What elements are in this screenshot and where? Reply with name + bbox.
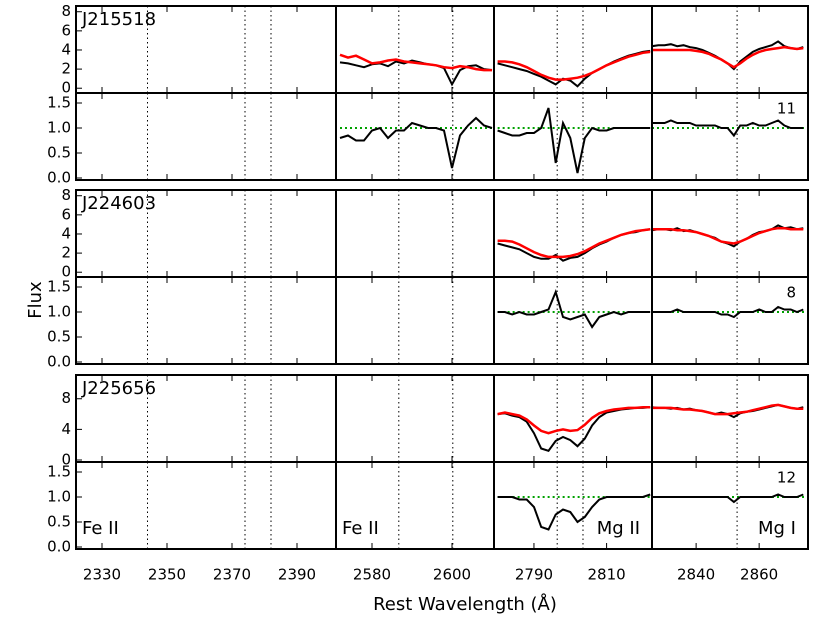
count-label: 8 [786, 284, 796, 302]
y-tick-label: 8 [61, 2, 71, 20]
panel-frame [493, 276, 653, 365]
count-label: 12 [777, 469, 796, 487]
object-name: J215518 [81, 9, 156, 30]
object-name: J224603 [81, 193, 156, 214]
x-tick-label: 2580 [353, 566, 391, 584]
flux-line [497, 406, 651, 452]
model-line [652, 226, 804, 245]
panel [371, 190, 454, 277]
model-line [339, 53, 492, 72]
y-tick-label: 4 [61, 420, 71, 438]
panel-frame [335, 92, 495, 181]
model-line [652, 403, 804, 416]
y-tick-label: 2 [61, 60, 71, 78]
transition-label: Mg II [597, 518, 640, 539]
norm-line [497, 288, 651, 329]
y-tick-label: 0.0 [47, 169, 71, 187]
y-tick-label: 1.0 [47, 488, 71, 506]
panel [652, 6, 804, 93]
x-tick-label: 2600 [433, 566, 471, 584]
transition-label: Fe II [342, 518, 379, 539]
model-line [497, 405, 651, 435]
y-tick-label: 0.5 [47, 513, 71, 531]
panel [652, 375, 804, 462]
panel-frame [651, 461, 809, 550]
transition-label: Fe II [82, 518, 119, 539]
panel [652, 190, 804, 277]
flux-line [652, 40, 804, 71]
panel-frame [651, 276, 809, 365]
panel-frame [335, 374, 495, 463]
panel [497, 277, 652, 364]
y-tick-label: 4 [61, 224, 71, 242]
x-tick-label: 2840 [677, 566, 715, 584]
norm-line [339, 116, 493, 169]
panel [497, 462, 652, 549]
panel-frame [335, 5, 495, 94]
norm-line [652, 305, 804, 319]
panel [497, 375, 651, 462]
y-tick-label: 8 [61, 186, 71, 204]
y-tick-label: 4 [61, 40, 71, 58]
x-axis-label: Rest Wavelength (Å) [373, 593, 557, 615]
x-tick-label: 2370 [213, 566, 251, 584]
transition-label: Mg I [758, 518, 796, 539]
y-tick-label: 2 [61, 244, 71, 262]
panel [76, 93, 298, 180]
y-tick-label: 0.0 [47, 538, 71, 556]
y-tick-label: 0 [61, 263, 71, 281]
panel-frame [75, 92, 337, 181]
panel [371, 462, 454, 549]
y-tick-label: 1.5 [47, 463, 71, 481]
panel [652, 277, 808, 364]
y-tick-label: 0.5 [47, 328, 71, 346]
x-tick-label: 2350 [148, 566, 186, 584]
y-tick-label: 1.0 [47, 303, 71, 321]
panel-frame [651, 92, 809, 181]
x-tick-label: 2330 [83, 566, 121, 584]
panel [339, 6, 493, 93]
panel [76, 277, 298, 364]
object-name: J225656 [81, 378, 156, 399]
y-tick-label: 0 [61, 79, 71, 97]
panel-frame [493, 374, 653, 463]
panel-frame [75, 276, 337, 365]
norm-line [652, 119, 804, 138]
norm-line [497, 107, 651, 174]
panel [339, 93, 494, 180]
norm-line [497, 493, 651, 531]
y-tick-label: 0 [61, 451, 71, 469]
model-line [497, 50, 651, 81]
model-line [652, 45, 804, 69]
y-tick-label: 1.5 [47, 94, 71, 112]
panel [371, 375, 454, 462]
y-tick-label: 0.5 [47, 144, 71, 162]
y-tick-label: 1.5 [47, 278, 71, 296]
x-tick-label: 2810 [588, 566, 626, 584]
panel-frame [335, 189, 495, 278]
x-tick-label: 2390 [278, 566, 316, 584]
panel [371, 277, 454, 364]
panel [497, 93, 652, 180]
norm-line [652, 493, 804, 504]
y-axis-label: Flux [25, 281, 46, 319]
x-tick-label: 2860 [740, 566, 778, 584]
panel-frame [493, 5, 653, 94]
panel [497, 190, 651, 277]
x-tick-label: 2790 [515, 566, 553, 584]
count-label: 11 [777, 100, 796, 118]
y-tick-label: 0.0 [47, 353, 71, 371]
model-line [497, 227, 651, 259]
panel [497, 6, 651, 93]
y-tick-label: 6 [61, 21, 71, 39]
y-tick-label: 6 [61, 205, 71, 223]
panel-frame [651, 189, 809, 278]
y-tick-label: 8 [61, 389, 71, 407]
panel-frame [335, 276, 495, 365]
y-tick-label: 1.0 [47, 119, 71, 137]
panel-frame [651, 374, 809, 463]
